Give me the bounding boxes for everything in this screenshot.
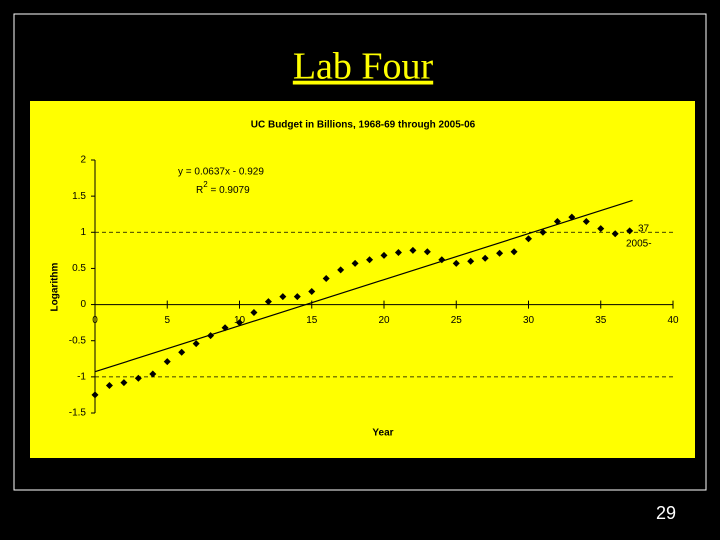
x-tick-label: 25 bbox=[451, 315, 463, 326]
slide-title: Lab Four bbox=[293, 46, 434, 88]
data-point bbox=[178, 348, 186, 356]
data-point bbox=[236, 319, 243, 327]
data-point bbox=[337, 266, 345, 274]
y-axis-label: Logarithm bbox=[50, 262, 61, 311]
data-point bbox=[293, 293, 301, 301]
data-point bbox=[250, 309, 258, 317]
data-point bbox=[264, 298, 272, 306]
data-point bbox=[322, 275, 330, 283]
data-point bbox=[394, 249, 402, 257]
data-point bbox=[91, 391, 99, 399]
data-point bbox=[525, 235, 532, 243]
y-tick-label: 1 bbox=[80, 227, 86, 238]
slide-frame bbox=[13, 13, 707, 491]
data-point bbox=[452, 259, 460, 267]
data-point bbox=[279, 293, 287, 301]
data-point bbox=[221, 324, 229, 332]
r2-rest: = 0.9079 bbox=[208, 185, 250, 196]
data-point bbox=[207, 332, 215, 340]
x-axis-label: Year bbox=[372, 428, 393, 439]
data-point bbox=[308, 288, 316, 296]
y-tick-label: 1.5 bbox=[72, 191, 86, 202]
x-tick-label: 35 bbox=[595, 315, 607, 326]
y-tick-label: -1 bbox=[77, 371, 86, 382]
x-tick-label: 20 bbox=[378, 315, 390, 326]
data-point bbox=[380, 251, 388, 259]
data-point bbox=[366, 256, 374, 264]
data-point bbox=[481, 254, 489, 262]
data-point bbox=[582, 217, 590, 225]
y-tick-label: 0.5 bbox=[72, 263, 86, 274]
data-point bbox=[149, 370, 157, 378]
data-point bbox=[510, 248, 518, 256]
data-point bbox=[409, 246, 417, 254]
data-point bbox=[134, 374, 142, 382]
annotation: 2005- bbox=[626, 239, 652, 250]
data-point bbox=[467, 257, 475, 265]
x-tick-label: 0 bbox=[92, 315, 98, 326]
page-number: 29 bbox=[656, 503, 676, 523]
data-point bbox=[163, 358, 171, 366]
chart-title: UC Budget in Billions, 1968-69 through 2… bbox=[251, 120, 476, 131]
x-tick-label: 5 bbox=[164, 315, 170, 326]
data-point bbox=[496, 249, 504, 257]
x-tick-label: 40 bbox=[667, 315, 679, 326]
data-point bbox=[192, 340, 200, 348]
data-point bbox=[120, 379, 128, 387]
data-point bbox=[438, 256, 446, 264]
y-tick-label: -1.5 bbox=[69, 408, 87, 419]
x-tick-label: 15 bbox=[306, 315, 318, 326]
y-tick-label: 2 bbox=[80, 155, 86, 166]
y-tick-label: 0 bbox=[80, 299, 86, 310]
annotation: 37 bbox=[638, 224, 650, 235]
data-point bbox=[539, 228, 547, 236]
data-point bbox=[611, 230, 619, 238]
data-point bbox=[568, 213, 576, 221]
chart-area bbox=[30, 101, 695, 458]
data-point bbox=[626, 227, 634, 235]
data-point bbox=[423, 248, 431, 256]
r2-sup: 2 bbox=[203, 180, 208, 189]
data-point bbox=[351, 259, 359, 267]
x-tick-label: 30 bbox=[523, 315, 535, 326]
equation: y = 0.0637x - 0.929 bbox=[178, 167, 264, 178]
r2-base: R bbox=[196, 185, 203, 196]
data-point bbox=[553, 217, 561, 225]
data-point bbox=[105, 382, 113, 390]
data-point bbox=[597, 225, 605, 233]
r-squared: R2 = 0.9079 bbox=[196, 180, 250, 196]
y-tick-label: -0.5 bbox=[69, 335, 87, 346]
